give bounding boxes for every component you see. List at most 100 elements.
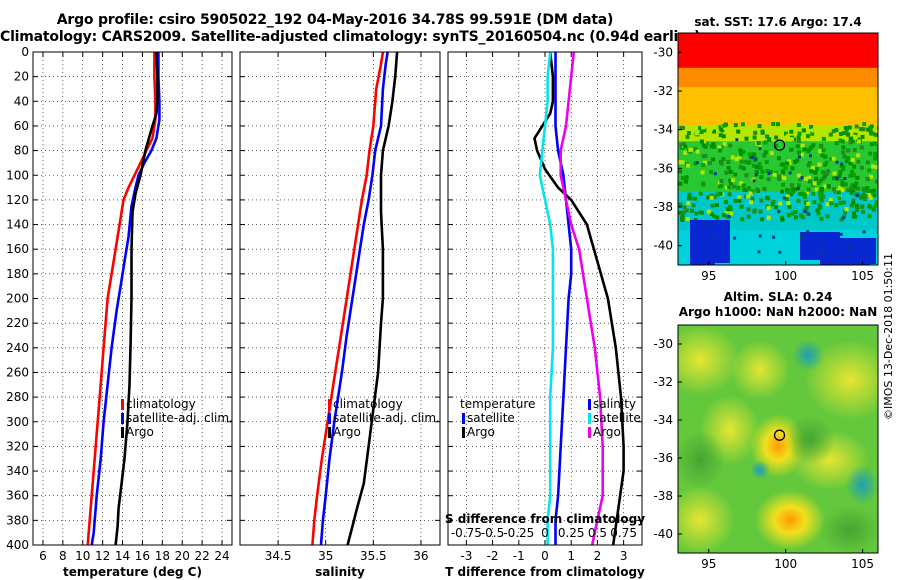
sst-pixel (759, 175, 764, 180)
series-line-argo (114, 51, 159, 546)
sst-pixel (702, 160, 707, 165)
sst-pixel (737, 155, 742, 160)
legend-swatch (121, 427, 124, 438)
sst-pixel (721, 134, 726, 139)
legend-swatch (121, 399, 124, 410)
top-tick-label: 0.25 (558, 526, 585, 540)
sst-pixel (699, 139, 704, 144)
sst-pixel (711, 157, 716, 162)
sst-pixel (712, 214, 717, 219)
sst-pixel (751, 163, 756, 168)
sst-pixel (765, 134, 770, 139)
sst-pixel (758, 234, 762, 238)
sst-pixel (762, 153, 767, 158)
sst-pixel (870, 189, 875, 193)
sst-pixel (865, 177, 870, 182)
sst-pixel (725, 185, 730, 190)
sst-pixel (871, 164, 876, 169)
series-line-satellite-adj-clim- (319, 51, 389, 546)
sst-pixel (742, 187, 747, 192)
sst-pixel (724, 200, 728, 204)
sst-pixel (833, 189, 838, 194)
sst-pixel (733, 236, 737, 240)
map-y-tick-label: -34 (653, 123, 673, 137)
sst-pixel (744, 173, 749, 178)
x-tick-label: 14 (115, 549, 130, 563)
sst-pixel (807, 212, 811, 216)
sst-pixel (683, 179, 688, 184)
sst-pixel (789, 192, 794, 197)
sst-pixel (760, 169, 765, 174)
series-line-climatology (311, 51, 385, 546)
sst-pixel (874, 154, 878, 159)
sla-blob (678, 325, 740, 395)
map-y-tick-label: -40 (653, 527, 673, 541)
sst-pixel (851, 198, 856, 203)
sst-pixel (783, 166, 788, 171)
argo-location-marker (773, 429, 786, 441)
sst-pixel (729, 211, 734, 216)
sst-pixel (712, 236, 716, 240)
sst-pixel (865, 188, 870, 193)
sst-pixel (680, 125, 685, 130)
sst-pixel (856, 186, 860, 191)
sst-pixel (809, 154, 812, 158)
sst-pixel (872, 193, 877, 198)
sst-pixel (741, 150, 746, 154)
sst-pixel (787, 205, 792, 210)
sst-pixel (808, 179, 813, 184)
sla-blob (846, 465, 878, 505)
sst-pixel (835, 176, 839, 180)
sst-pixel (795, 144, 800, 149)
sst-pixel (766, 177, 771, 182)
sst-pixel (766, 215, 771, 220)
depth-tick-label: 300 (6, 415, 29, 429)
sst-pixel (680, 160, 685, 165)
sst-pixel (795, 158, 800, 163)
x-tick-label: 22 (195, 549, 210, 563)
sst-pixel (852, 164, 857, 169)
sst-pixel (768, 169, 773, 174)
legend-swatch (328, 427, 331, 438)
sst-pixel (789, 129, 794, 134)
x-tick-label: 0 (541, 549, 549, 563)
sst-pixel (709, 127, 713, 132)
sst-pixel (874, 200, 878, 205)
map-x-tick-label: 100 (774, 557, 797, 571)
sst-pixel (684, 175, 689, 180)
argo-location-marker (773, 139, 786, 151)
x-axis-label: T difference from climatology (445, 565, 645, 579)
sst-pixel (785, 194, 790, 199)
sst-pixel (746, 194, 751, 199)
legend-label: temperature (460, 397, 535, 411)
sst-pixel (752, 135, 757, 140)
sst-pixel (718, 125, 723, 130)
sst-pixel (861, 127, 866, 132)
sst-pixel (747, 152, 752, 157)
sst-pixel (739, 159, 744, 164)
sst-pixel (840, 179, 845, 184)
sst-pixel (760, 129, 765, 134)
sst-pixel (724, 170, 729, 175)
sst-pixel (865, 160, 870, 165)
sst-pixel (709, 193, 714, 198)
sst-pixel (846, 132, 851, 137)
sst-pixel (714, 202, 719, 207)
sst-map-frame (677, 32, 879, 266)
sst-pixel (754, 170, 759, 175)
legend-swatch (121, 413, 124, 424)
sst-pixel (753, 130, 758, 135)
sst-pixel (751, 152, 756, 157)
sst-pixel (737, 198, 742, 203)
sst-pixel (819, 144, 824, 148)
sst-pixel (790, 122, 795, 127)
depth-tick-label: 120 (6, 193, 29, 207)
sst-pixel (818, 205, 823, 210)
sst-pixel (784, 197, 789, 201)
x-tick-label: 8 (59, 549, 67, 563)
sst-pixel (838, 201, 843, 206)
sst-pixel (733, 198, 738, 203)
x-tick-label: 35 (318, 549, 333, 563)
sst-pixel (806, 187, 811, 192)
sst-pixel (815, 208, 820, 213)
